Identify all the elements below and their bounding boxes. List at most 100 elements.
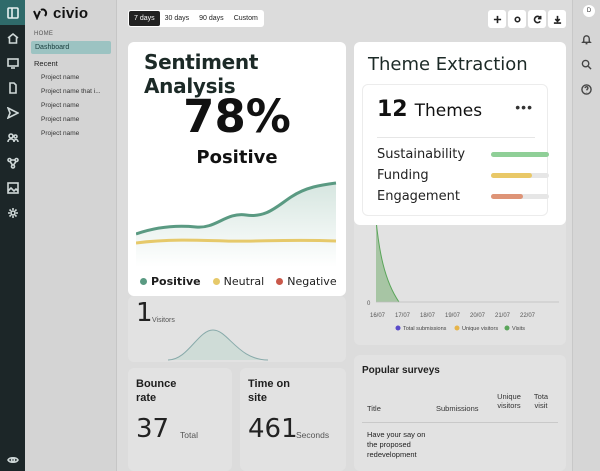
utility-rail: [572, 0, 600, 471]
theme-item-label: Sustainability: [377, 147, 466, 162]
brand-logo[interactable]: civio: [33, 5, 88, 22]
time-on-site-value: 461: [248, 414, 298, 444]
popular-surveys-title: Popular surveys: [362, 365, 440, 376]
x-tick-label: 20/07: [470, 313, 486, 319]
main-area: 7 days 30 days 90 days Custom Sentiment …: [118, 0, 570, 471]
y-zero-label: 0: [367, 301, 371, 307]
sentiment-percent: 78%: [183, 90, 291, 143]
file-icon[interactable]: [5, 80, 20, 95]
brand-name: civio: [53, 5, 89, 22]
monitor-icon[interactable]: [5, 55, 20, 70]
sidebar-project-item[interactable]: Project name that i...: [41, 88, 101, 95]
theme-title: Theme Extraction: [368, 54, 528, 75]
visits-line: [375, 219, 400, 303]
table-row[interactable]: Have your say on the proposed redevelopm…: [367, 430, 426, 459]
icon-rail: [0, 0, 25, 471]
x-tick-label: 19/07: [445, 313, 461, 319]
date-range-tabs: 7 days 30 days 90 days Custom: [128, 10, 264, 27]
bounce-rate-card: Bounce rate 37 Total: [128, 368, 232, 471]
legend-dot-unique: [454, 325, 460, 331]
sentiment-title: Sentiment Analysis: [144, 50, 259, 98]
visitors-card: 1 Visitors: [128, 296, 346, 362]
visitors-value: 1: [136, 298, 153, 328]
neutral-line: [136, 238, 337, 245]
x-tick-label: 18/07: [420, 313, 436, 319]
bounce-unit: Total: [180, 430, 198, 440]
x-tick-label: 17/07: [395, 313, 411, 319]
legend-neutral: Neutral: [212, 275, 264, 288]
sidebar: civio HOME Dashboard Recent Project name…: [25, 0, 117, 471]
theme-bar-funding: [491, 173, 549, 178]
eye-icon[interactable]: [5, 452, 20, 467]
legend-visits: Visits: [512, 326, 525, 332]
flow-icon[interactable]: [5, 155, 20, 170]
sentiment-label: Positive: [196, 147, 278, 168]
visits-chart: 0 16/07 17/07 18/07 19/07 20/07 21/07 22…: [367, 219, 559, 332]
theme-extraction-card: Theme Extraction 12 Themes ••• Sustainab…: [354, 42, 566, 225]
recent-label: Recent: [34, 59, 58, 68]
theme-bar-sustainability: [491, 152, 549, 157]
send-icon[interactable]: [5, 105, 20, 120]
sentiment-card: Sentiment Analysis 78% Positive Positive…: [128, 42, 346, 296]
image-icon[interactable]: [5, 180, 20, 195]
x-tick-label: 21/07: [495, 313, 511, 319]
visits-chart-card: 0 16/07 17/07 18/07 19/07 20/07 21/07 22…: [354, 210, 566, 345]
tab-7-days[interactable]: 7 days: [129, 11, 160, 26]
legend-dot-visits: [504, 325, 510, 331]
legend-positive: Positive: [140, 275, 201, 288]
plus-icon[interactable]: [488, 10, 506, 28]
sidebar-project-item[interactable]: Project name: [41, 102, 80, 109]
home-icon[interactable]: [5, 30, 20, 45]
tab-custom[interactable]: Custom: [233, 15, 258, 22]
legend-negative: Negative: [276, 275, 337, 288]
theme-item-label: Engagement: [377, 189, 460, 204]
download-icon[interactable]: [548, 10, 566, 28]
bell-icon[interactable]: [581, 32, 593, 45]
tab-90-days[interactable]: 90 days: [199, 15, 224, 22]
positive-area: [136, 183, 336, 267]
theme-bar-engagement: [491, 194, 549, 199]
tab-30-days[interactable]: 30 days: [164, 15, 190, 22]
home-section-label: HOME: [34, 31, 54, 37]
themes-panel: 12 Themes ••• Sustainability Funding Eng…: [362, 84, 549, 216]
sidebar-item-dashboard[interactable]: Dashboard: [31, 41, 111, 54]
x-tick-label: 22/07: [520, 313, 536, 319]
users-icon[interactable]: [5, 130, 20, 145]
legend-submissions: Total submissions: [403, 326, 447, 332]
col-header-total-visits: Tota visit: [533, 392, 549, 410]
collapse-icon[interactable]: [0, 0, 25, 25]
avatar[interactable]: D: [583, 5, 595, 17]
gear-icon[interactable]: [508, 10, 526, 28]
settings-icon[interactable]: [5, 205, 20, 220]
col-header-title: Title: [367, 404, 381, 413]
time-on-site-unit: Seconds: [296, 430, 330, 440]
table-divider: [362, 422, 558, 423]
popular-surveys-card: Popular surveys Title Submissions Unique…: [354, 355, 566, 471]
positive-line: [136, 181, 337, 236]
theme-count-value: 12: [377, 97, 408, 122]
col-header-submissions: Submissions: [436, 404, 479, 413]
toolbar-actions: [488, 10, 566, 28]
bounce-title: Bounce rate: [136, 378, 177, 404]
divider: [377, 137, 535, 138]
search-icon[interactable]: [581, 57, 593, 70]
help-icon[interactable]: [581, 82, 593, 95]
time-on-site-card: Time on site 461 Seconds: [240, 368, 346, 471]
more-options-icon[interactable]: •••: [515, 99, 533, 115]
theme-count-label: Themes: [414, 101, 483, 121]
refresh-icon[interactable]: [528, 10, 546, 28]
theme-item-label: Funding: [377, 168, 429, 183]
sidebar-project-item[interactable]: Project name: [41, 74, 80, 81]
civio-mark-icon: [33, 8, 48, 20]
col-header-unique-visitors: Unique visitors: [497, 392, 521, 410]
legend-dot-submissions: [395, 325, 401, 331]
sentiment-legend: Positive Neutral Negative: [140, 275, 337, 288]
x-tick-label: 16/07: [370, 313, 386, 319]
visitors-sparkline: [168, 329, 268, 361]
sidebar-project-item[interactable]: Project name: [41, 130, 80, 137]
sidebar-project-item[interactable]: Project name: [41, 116, 80, 123]
visitors-label: Visitors: [152, 317, 175, 324]
time-on-site-title: Time on site: [248, 378, 290, 404]
bounce-value: 37: [136, 414, 170, 444]
visits-area: [376, 220, 399, 302]
